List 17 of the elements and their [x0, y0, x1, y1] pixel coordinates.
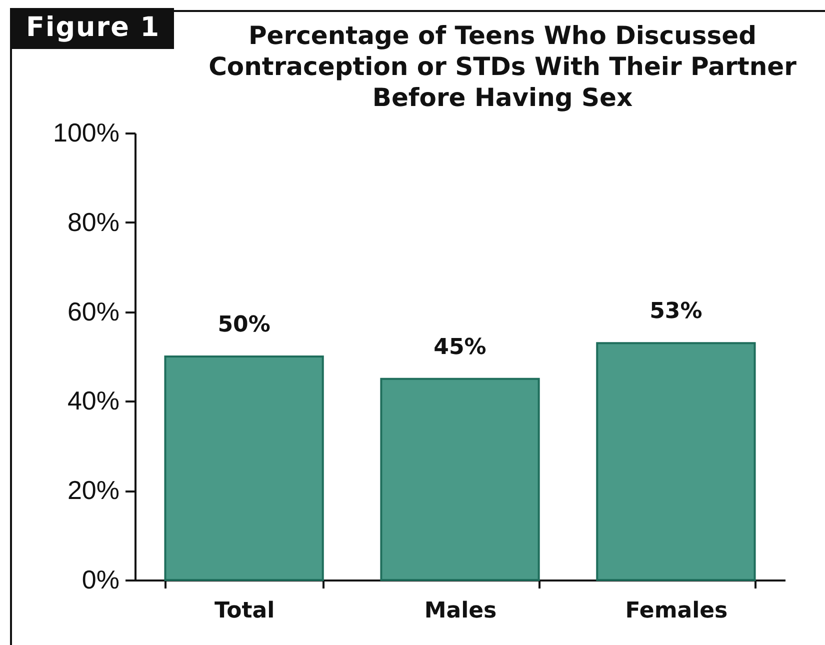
x-tick-label: Males [424, 598, 497, 624]
x-tick-label: Females [625, 598, 728, 624]
y-tick-label: 0% [82, 564, 120, 594]
chart-title: Percentage of Teens Who Discussed Contraception or STDs With Their Partner Before Having Sex [208, 20, 798, 113]
y-tick-label: 80% [67, 206, 120, 237]
bar [596, 342, 756, 581]
y-tick-label: 40% [67, 386, 120, 416]
bar [164, 356, 324, 581]
y-tick-label: 20% [67, 475, 120, 506]
y-tick-label: 100% [53, 118, 120, 148]
data-label: 53% [650, 299, 702, 324]
bar [380, 378, 540, 581]
y-tick-label: 60% [67, 296, 120, 326]
x-tick-label: Total [214, 598, 275, 624]
data-label: 50% [218, 312, 270, 338]
data-label: 45% [434, 334, 486, 360]
caption: Figure 1 [10, 8, 174, 49]
